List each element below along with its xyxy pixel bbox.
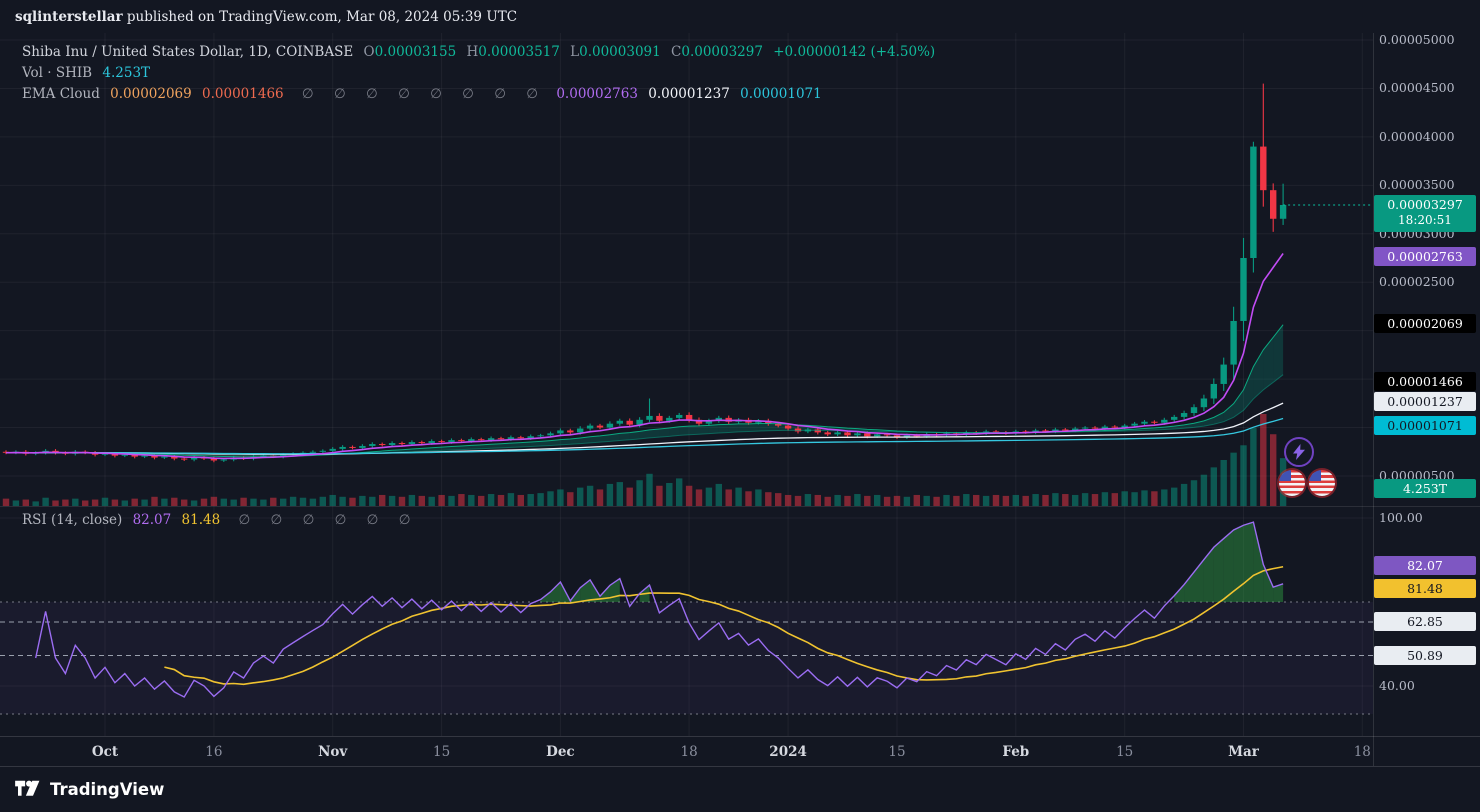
axis-tick: 0.00004000 — [1379, 128, 1455, 144]
axis-tick: 0.00002500 — [1379, 274, 1455, 290]
price-chart-svg[interactable] — [0, 33, 1373, 736]
ohlc-low-value: 0.00003091 — [579, 44, 661, 60]
ema-cloud-upper-badge: 0.00002069 — [1374, 313, 1476, 333]
time-label: 15 — [888, 744, 906, 760]
time-label: 18 — [680, 744, 698, 760]
ohlc-close-value: 0.00003297 — [681, 44, 763, 60]
pane-divider[interactable] — [0, 506, 1480, 507]
volume-series — [2, 414, 1287, 506]
time-label: 2024 — [769, 744, 807, 760]
volume-label[interactable]: Vol · SHIB — [22, 65, 93, 81]
candlestick-series — [2, 83, 1287, 463]
publish-bar: sqlinterstellar published on TradingView… — [0, 0, 1480, 33]
time-label: 15 — [1116, 744, 1134, 760]
axis-tick: 100.00 — [1379, 510, 1423, 525]
axis-tick: 0.00003500 — [1379, 177, 1455, 193]
time-label: Oct — [91, 744, 119, 760]
ema-slowest-badge: 0.00001071 — [1374, 415, 1476, 435]
time-label: 15 — [433, 744, 451, 760]
tradingview-logo[interactable] — [15, 780, 41, 800]
last-price-badge: 0.00003297 18:20:51 — [1374, 195, 1476, 232]
ema-hidden-params: ∅ ∅ ∅ ∅ ∅ ∅ ∅ ∅ — [301, 86, 547, 102]
rsi-level-badge: 62.85 — [1374, 612, 1476, 632]
price-change: +0.00000142 (+4.50%) — [773, 44, 936, 60]
price-axis-divider — [1373, 33, 1374, 766]
symbol-title[interactable]: Shiba Inu / United States Dollar, 1D, CO… — [22, 44, 354, 60]
rsi-line — [35, 521, 1284, 698]
axis-tick: 40.00 — [1379, 678, 1415, 693]
ema-slow-value: 0.00001237 — [648, 86, 730, 102]
rsi-level-badge: 50.89 — [1374, 645, 1476, 665]
time-label: Mar — [1228, 744, 1259, 760]
ema-cloud-lower-value: 0.00001466 — [202, 86, 284, 102]
ohlc-open-value: 0.00003155 — [374, 44, 457, 60]
ohlc-open-key: O — [363, 44, 375, 60]
ohlc-high-value: 0.00003517 — [478, 44, 560, 60]
rsi-ma-line — [164, 565, 1284, 686]
rsi-ma-value: 81.48 — [181, 512, 221, 528]
axis-tick: 0.00000500 — [1379, 468, 1455, 483]
rsi-label[interactable]: RSI (14, close) — [22, 512, 123, 528]
ohlc-high-key: H — [466, 44, 479, 60]
volume-badge: 4.253T — [1374, 479, 1476, 498]
usd-flag-icon — [1309, 470, 1335, 496]
symbol-legend: Shiba Inu / United States Dollar, 1D, CO… — [22, 44, 941, 60]
rsi-ma-badge: 81.48 — [1374, 578, 1476, 598]
ema-fast-value: 0.00002763 — [556, 86, 638, 102]
axis-tick: 0.00004500 — [1379, 80, 1455, 96]
time-label: Feb — [1002, 744, 1030, 760]
ema-slowest-value: 0.00001071 — [740, 86, 822, 102]
ema-cloud-upper-value: 0.00002069 — [110, 86, 192, 102]
publish-info: published on TradingView.com, Mar 08, 20… — [122, 8, 518, 25]
time-label: Nov — [318, 744, 348, 760]
rsi-value-badge: 82.07 — [1374, 556, 1476, 576]
ema-cloud-label[interactable]: EMA Cloud — [22, 86, 100, 102]
time-label: 16 — [205, 744, 223, 760]
tradingview-wordmark[interactable]: TradingView — [50, 780, 165, 799]
footer-bar: TradingView — [0, 766, 1480, 812]
rsi-hidden-params: ∅ ∅ ∅ ∅ ∅ ∅ — [238, 512, 419, 528]
time-label: 18 — [1353, 744, 1371, 760]
volume-value: 4.253T — [102, 65, 151, 81]
ema-fast-badge: 0.00002763 — [1374, 246, 1476, 266]
boost-button[interactable] — [1284, 437, 1314, 467]
axis-tick: 0.00003000 — [1379, 225, 1455, 241]
time-axis[interactable]: Oct 16 Nov 15 Dec 18 2024 15 Feb 15 Mar 18 — [0, 736, 1480, 767]
usd-flag-icon — [1279, 470, 1305, 496]
rsi-value: 82.07 — [132, 512, 172, 528]
ohlc-close-key: C — [671, 44, 682, 60]
ema-cloud-fill — [6, 324, 1284, 457]
volume-legend: Vol · SHIB 4.253T — [22, 65, 156, 81]
ohlc-low-key: L — [570, 44, 580, 60]
ema-slow-badge: 0.00001237 — [1374, 391, 1476, 411]
publisher-username: sqlinterstellar — [15, 8, 123, 25]
axis-tick: 0.00005000 — [1379, 32, 1455, 47]
rsi-legend: RSI (14, close) 82.07 81.48 ∅ ∅ ∅ ∅ ∅ ∅ — [22, 512, 424, 528]
ema-cloud-legend: EMA Cloud 0.00002069 0.00001466 ∅ ∅ ∅ ∅ … — [22, 86, 828, 102]
ema-cloud-lower-badge: 0.00001466 — [1374, 372, 1476, 392]
time-label: Dec — [546, 744, 575, 760]
